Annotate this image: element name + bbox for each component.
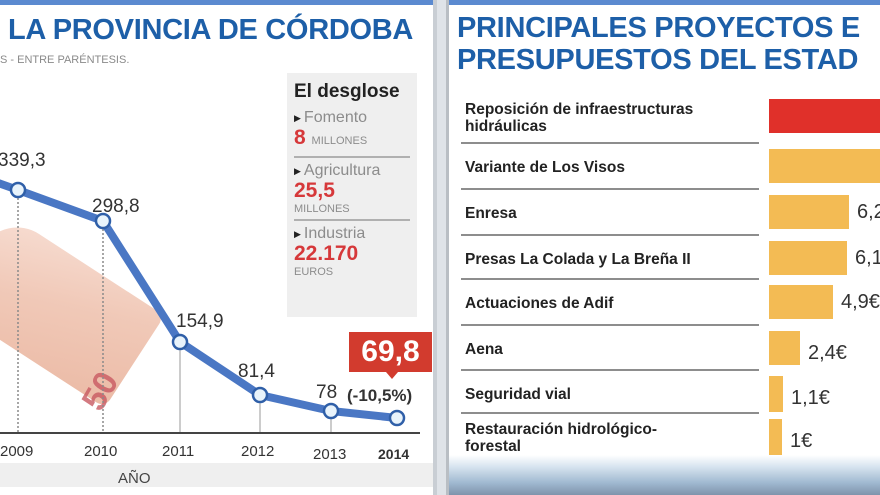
bar-label: Reposición de infraestructuras hidráulica… xyxy=(465,101,761,135)
bar xyxy=(769,285,833,319)
highlight-value-box: 69,8 xyxy=(349,332,432,372)
breakdown-value: 8 xyxy=(294,126,306,149)
triangle-bullet-icon: ▶ xyxy=(294,165,301,176)
x-tick-2011: 2011 xyxy=(162,443,195,460)
bar-label: Seguridad vial xyxy=(465,386,761,403)
bar xyxy=(769,195,849,229)
row-divider xyxy=(461,369,759,371)
bar-label-line-2: forestal xyxy=(465,438,521,455)
breakdown-item-industria: ▶ Industria 22.170 EUROS xyxy=(294,225,410,282)
breakdown-label: Fomento xyxy=(303,109,368,126)
top-accent-bar xyxy=(449,0,880,5)
bar-label-line-1: Variante de Los Visos xyxy=(465,159,625,176)
point-label-2012: 81,4 xyxy=(238,361,275,382)
subtitle: S - ENTRE PARÉNTESIS. xyxy=(0,54,130,66)
bar-label: Actuaciones de Adif xyxy=(465,295,761,312)
breakdown-unit: MILLONES xyxy=(311,135,368,147)
x-tick-2013: 2013 xyxy=(313,446,347,463)
bar-label: Restauración hidrológico-forestal xyxy=(465,421,761,455)
projects-title-line-2: PRESUPUESTOS DEL ESTAD xyxy=(457,44,859,76)
bar-value: 1,1€ xyxy=(791,387,830,409)
point-label-2010: 298,8 xyxy=(92,196,140,217)
bar-value: 1€ xyxy=(790,430,813,452)
bar xyxy=(769,331,800,365)
triangle-bullet-icon: ▶ xyxy=(294,112,301,123)
highlight-change: (-10,5%) xyxy=(347,386,413,405)
bar-value: 6,1 xyxy=(855,247,880,269)
bar xyxy=(769,241,847,275)
bar-label-line-1: Seguridad vial xyxy=(465,386,571,403)
breakdown-label: Agricultura xyxy=(303,162,381,179)
point-label-2011: 154,9 xyxy=(176,311,224,332)
point-label-2009: 339,3 xyxy=(0,150,46,171)
breakdown-box: El desglose ▶ Fomento 8 MILLONES ▶ Agricul… xyxy=(287,73,417,317)
bar xyxy=(769,149,880,183)
top-accent-bar xyxy=(0,0,433,5)
bar-value: 6,2 xyxy=(857,201,880,223)
bar-label: Variante de Los Visos xyxy=(465,159,761,176)
x-tick-2014: 2014 xyxy=(378,446,410,462)
point-label-2013: 78 xyxy=(316,382,338,403)
bar-label: Aena xyxy=(465,341,761,358)
row-divider xyxy=(461,234,759,236)
breakdown-value: 25,5 xyxy=(294,179,335,202)
breakdown-title: El desglose xyxy=(294,81,400,102)
x-tick-2012: 2012 xyxy=(241,443,275,460)
breakdown-item-fomento: ▶ Fomento 8 MILLONES xyxy=(294,109,410,158)
right-panel: PRINCIPALES PROYECTOS E PRESUPUESTOS DEL… xyxy=(446,0,880,495)
triangle-bullet-icon: ▶ xyxy=(294,228,301,239)
landscape-photo xyxy=(449,455,880,495)
x-tick-2009: 2009 xyxy=(0,443,34,460)
bar-label-line-1: Actuaciones de Adif xyxy=(465,295,614,312)
row-divider xyxy=(461,188,759,190)
x-axis-title: AÑO xyxy=(118,470,151,487)
bar-label-line-1: Reposición de infraestructuras xyxy=(465,101,694,118)
highlight-pointer xyxy=(386,372,398,379)
breakdown-unit: MILLONES xyxy=(294,203,350,215)
bar-label: Presas La Colada y La Breña II xyxy=(465,251,761,268)
breakdown-item-agricultura: ▶ Agricultura 25,5 MILLONES xyxy=(294,162,410,221)
bar-label-line-2: hidráulicas xyxy=(465,118,547,135)
bar xyxy=(769,419,782,455)
breakdown-label: Industria xyxy=(303,225,366,242)
row-divider xyxy=(461,142,759,144)
bar-label-line-1: Presas La Colada y La Breña II xyxy=(465,251,691,268)
bar-label-line-1: Aena xyxy=(465,341,503,358)
bar xyxy=(769,376,783,412)
page-title: LA PROVINCIA DE CÓRDOBA xyxy=(8,14,414,46)
bar-label-line-1: Restauración hidrológico- xyxy=(465,421,658,438)
line-chart xyxy=(0,179,420,434)
breakdown-value: 22.170 xyxy=(294,242,359,265)
bar xyxy=(769,99,880,133)
breakdown-unit: EUROS xyxy=(294,266,334,278)
row-divider xyxy=(461,324,759,326)
projects-title: PRINCIPALES PROYECTOS E PRESUPUESTOS DEL… xyxy=(457,12,860,76)
bar-label: Enresa xyxy=(465,205,761,222)
axis-title-band xyxy=(0,463,433,487)
bar-value: 2,4€ xyxy=(808,342,847,364)
bar-label-line-1: Enresa xyxy=(465,205,517,222)
x-tick-2010: 2010 xyxy=(84,443,118,460)
left-panel: LA PROVINCIA DE CÓRDOBA S - ENTRE PARÉNT… xyxy=(0,0,437,495)
projects-title-line-1: PRINCIPALES PROYECTOS E xyxy=(457,12,860,44)
row-divider xyxy=(461,412,759,414)
bar-value: 4,9€ xyxy=(841,291,880,313)
row-divider xyxy=(461,278,759,280)
